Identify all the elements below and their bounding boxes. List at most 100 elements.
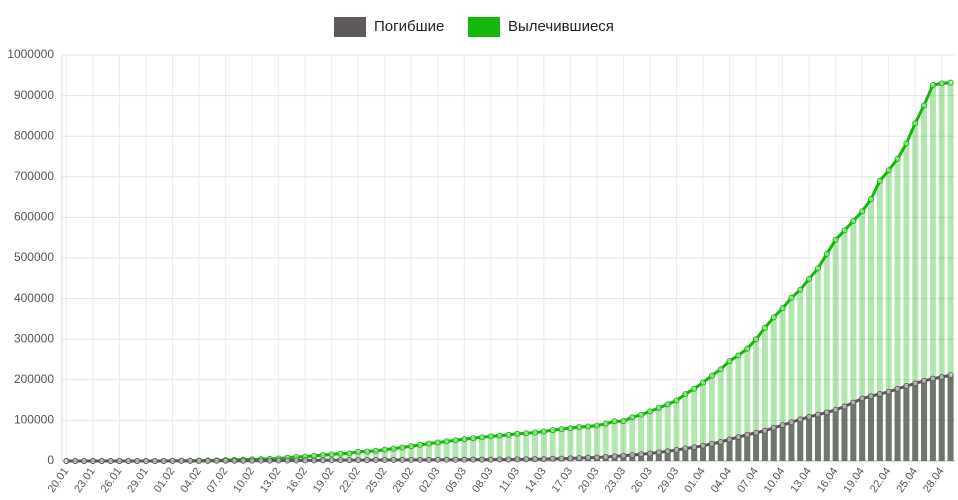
x-tick-label: 07.04 (735, 466, 761, 495)
bar (876, 393, 883, 461)
point (947, 79, 954, 86)
point (726, 358, 733, 365)
y-tick-label: 0 (47, 453, 54, 467)
bar (629, 417, 636, 461)
bar (708, 443, 715, 461)
bar (929, 378, 936, 461)
bar (823, 253, 830, 461)
bar (646, 453, 653, 461)
point (761, 427, 768, 434)
point (850, 399, 857, 406)
bar (735, 355, 742, 461)
bar (894, 388, 901, 461)
point (425, 440, 432, 447)
bar (744, 434, 751, 461)
point (204, 457, 211, 464)
bar (700, 382, 707, 461)
point (788, 294, 795, 301)
point (549, 455, 556, 462)
point (266, 457, 273, 464)
point (708, 440, 715, 447)
point (567, 425, 574, 432)
x-tick-label: 04.04 (709, 466, 735, 495)
bar (700, 445, 707, 461)
point (364, 448, 371, 455)
point (797, 416, 804, 423)
point (611, 418, 618, 425)
bar (620, 421, 627, 461)
point (602, 420, 609, 427)
x-tick-label: 22.04 (868, 466, 894, 495)
point (823, 250, 830, 257)
point (160, 457, 167, 464)
point (850, 218, 857, 225)
bar (655, 452, 662, 461)
point (885, 388, 892, 395)
bar (664, 404, 671, 461)
point (629, 452, 636, 459)
bar (381, 449, 388, 461)
point (434, 439, 441, 446)
point (664, 401, 671, 408)
bar (461, 439, 468, 461)
point (275, 457, 282, 464)
bar (523, 433, 530, 461)
point (664, 448, 671, 455)
point (894, 155, 901, 162)
point (700, 442, 707, 449)
x-tick-label: 14.03 (523, 466, 549, 495)
point (310, 457, 317, 464)
point (806, 413, 813, 420)
bar (832, 239, 839, 461)
point (611, 453, 618, 460)
point (125, 457, 132, 464)
point (903, 383, 910, 390)
point (655, 404, 662, 411)
bar (859, 398, 866, 461)
point (912, 380, 919, 387)
y-tick-label: 700000 (14, 169, 54, 183)
point (478, 456, 485, 463)
point (134, 457, 141, 464)
bar (408, 446, 415, 461)
point (602, 453, 609, 460)
point (408, 443, 415, 450)
point (213, 457, 220, 464)
bar (770, 427, 777, 461)
point (496, 432, 503, 439)
point (646, 408, 653, 415)
point (593, 422, 600, 429)
point (832, 406, 839, 413)
bar (540, 431, 547, 461)
point (523, 430, 530, 437)
legend-swatch (334, 17, 366, 37)
bar (558, 429, 565, 461)
point (876, 390, 883, 397)
bar (921, 105, 928, 462)
x-tick-label: 16.02 (284, 466, 310, 495)
point (638, 451, 645, 458)
point (355, 448, 362, 455)
point (364, 457, 371, 464)
point (328, 457, 335, 464)
y-tick-label: 800000 (14, 128, 54, 142)
bar (823, 412, 830, 461)
x-tick-label: 07.02 (205, 466, 231, 495)
bar (532, 432, 539, 461)
bar (452, 440, 459, 461)
point (744, 431, 751, 438)
point (355, 457, 362, 464)
point (903, 140, 910, 147)
point (620, 418, 627, 425)
point (929, 375, 936, 382)
point (620, 452, 627, 459)
point (753, 336, 760, 343)
bar (876, 180, 883, 462)
bar (708, 375, 715, 461)
bar (779, 425, 786, 461)
x-tick-label: 04.02 (178, 466, 204, 495)
bar (797, 419, 804, 461)
point (169, 457, 176, 464)
point (249, 457, 256, 464)
bar (912, 383, 919, 461)
